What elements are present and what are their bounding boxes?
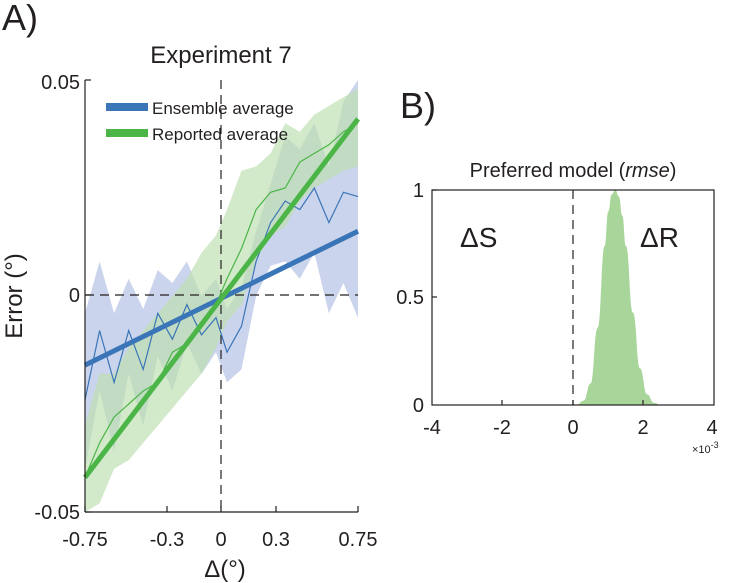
panel-b-title-prefix: Preferred model ( (470, 160, 626, 182)
legend-label-reported: Reported average (152, 125, 288, 144)
panel-b-density-area (576, 190, 662, 405)
panel-b-title-italic: rmse (625, 160, 669, 182)
panel-b-x-scale-exp: -3 (711, 440, 719, 450)
panel-a-ytick-label: 0.05 (41, 72, 80, 94)
panel-b-plot: 1 0.5 0 -4 -2 0 2 4 ×10-3 ΔS ΔR (396, 180, 719, 456)
panel-b-title: Preferred model (rmse) (470, 160, 677, 182)
panel-a-fit-lines (83, 117, 360, 479)
panel-a-xlabel: Δ(°) (204, 556, 246, 583)
reported-fit-line (83, 117, 360, 479)
legend-swatch-ensemble (106, 103, 148, 111)
panel-a-plot: 0.05 0 -0.05 -0.75 -0.3 0 0.3 0.75 Δ(°) … (1, 72, 377, 583)
reported-data-line (84, 122, 359, 478)
panel-a-legend: Ensemble average Reported average (106, 99, 294, 144)
region-label-delta-s: ΔS (460, 222, 497, 253)
panel-a-ylabel: Error (°) (1, 253, 28, 339)
panel-b-ytick-label: 0.5 (396, 287, 424, 309)
ensemble-data-line (84, 186, 359, 400)
panel-a-title: Experiment 7 (150, 42, 291, 69)
panel-a-xtick-label: 0.3 (262, 529, 290, 551)
panel-a-xtick-label: -0.3 (150, 529, 184, 551)
panel-a-data-lines (84, 122, 359, 478)
panel-b-title-suffix: ) (670, 160, 677, 182)
panel-b-xtick-label: 0 (567, 417, 578, 439)
panel-a-label: A) (2, 0, 38, 38)
panel-b-xtick-label: -4 (423, 417, 441, 439)
panel-a-xtick-label: -0.75 (62, 529, 108, 551)
panel-b-xtick-label: 4 (706, 417, 717, 439)
panel-a-ytick-label: 0 (69, 285, 80, 307)
region-label-delta-r: ΔR (640, 222, 679, 253)
panel-a-xtick-label: 0 (215, 529, 226, 551)
panel-b-x-scale-base: ×10 (692, 444, 711, 456)
panel-a-ytick-label: -0.05 (34, 502, 80, 524)
panel-a-xtick-label: 0.75 (339, 529, 378, 551)
panel-b-x-scale-note: ×10-3 (692, 440, 719, 456)
panel-b-xtick-label: 2 (637, 417, 648, 439)
panel-b-label: B) (400, 85, 436, 126)
legend-swatch-reported (106, 129, 148, 137)
panel-b-ytick-label: 0 (413, 395, 424, 417)
legend-label-ensemble: Ensemble average (152, 99, 294, 118)
panel-b-xtick-label: -2 (493, 417, 511, 439)
panel-b-ytick-label: 1 (413, 180, 424, 202)
